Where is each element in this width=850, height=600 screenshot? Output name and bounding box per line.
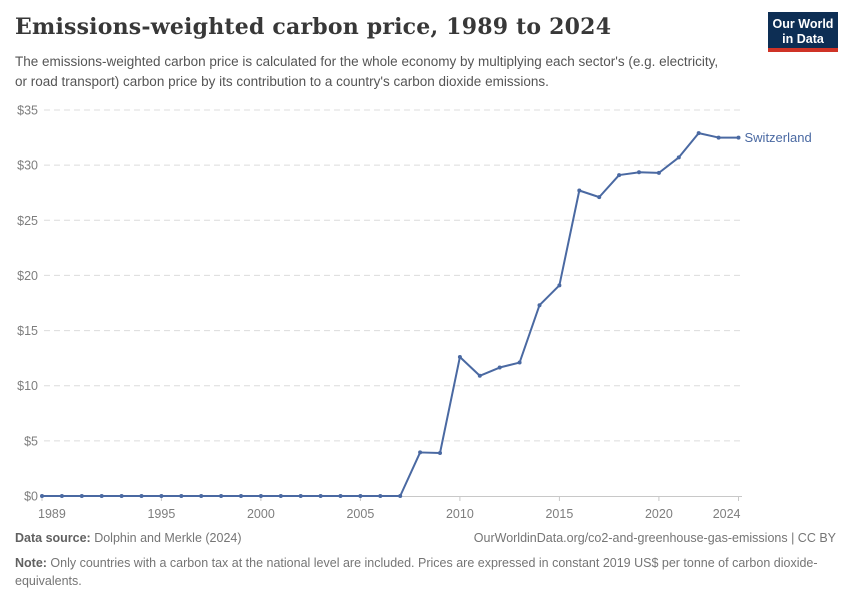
series-line-switzerland[interactable]: [41, 132, 740, 497]
data-point-switzerland-2016[interactable]: [577, 188, 582, 193]
data-point-switzerland-2022[interactable]: [696, 131, 701, 136]
data-point-switzerland-1992[interactable]: [99, 494, 104, 498]
data-point-switzerland-2011[interactable]: [477, 373, 482, 378]
data-point-switzerland-2003[interactable]: [318, 494, 323, 498]
x-axis-label-2010: 2010: [446, 507, 474, 521]
data-point-switzerland-2006[interactable]: [378, 494, 383, 498]
series-end-label-switzerland[interactable]: Switzerland: [745, 130, 812, 145]
y-axis-label-10: $10: [17, 379, 38, 393]
x-axis-label-1989: 1989: [38, 507, 66, 521]
chart-footer: Data source: Dolphin and Merkle (2024) O…: [15, 531, 836, 590]
data-point-switzerland-1996[interactable]: [179, 494, 184, 498]
y-axis-label-35: $35: [17, 104, 38, 118]
data-source-value: Dolphin and Merkle (2024): [90, 531, 242, 545]
data-point-switzerland-2005[interactable]: [358, 494, 363, 498]
data-point-switzerland-1993[interactable]: [119, 494, 124, 498]
data-point-switzerland-1995[interactable]: [159, 494, 164, 498]
owid-logo[interactable]: Our World in Data: [768, 12, 838, 52]
data-point-switzerland-2021[interactable]: [676, 155, 681, 160]
x-axis-label-2020: 2020: [645, 507, 673, 521]
data-source-text: Data source: Dolphin and Merkle (2024): [15, 531, 242, 545]
data-point-switzerland-2019[interactable]: [637, 170, 641, 175]
data-point-switzerland-2001[interactable]: [278, 494, 283, 498]
data-point-switzerland-2002[interactable]: [298, 494, 303, 498]
y-axis-label-15: $15: [17, 324, 38, 338]
chart-subtitle: The emissions-weighted carbon price is c…: [15, 54, 719, 89]
data-point-switzerland-2013[interactable]: [517, 360, 522, 365]
data-point-switzerland-2007[interactable]: [398, 494, 403, 498]
x-axis-label-2005: 2005: [346, 507, 374, 521]
x-axis-label-2000: 2000: [247, 507, 275, 521]
data-source-label: Data source:: [15, 531, 91, 545]
data-point-switzerland-2020[interactable]: [656, 170, 661, 175]
note-label: Note:: [15, 556, 47, 570]
data-point-switzerland-2018[interactable]: [617, 173, 622, 178]
y-axis-label-25: $25: [17, 214, 38, 228]
owid-logo-text-line2: in Data: [782, 32, 824, 46]
owid-logo-text-line1: Our World: [772, 17, 834, 32]
x-axis-label-1995: 1995: [147, 507, 175, 521]
y-axis-label-5: $5: [24, 434, 38, 448]
data-point-switzerland-2000[interactable]: [258, 494, 263, 498]
data-point-switzerland-2012[interactable]: [497, 365, 502, 370]
note-value: Only countries with a carbon tax at the …: [15, 556, 818, 589]
y-axis-label-30: $30: [17, 159, 38, 173]
data-point-switzerland-1990[interactable]: [59, 494, 64, 498]
note-row: Note: Only countries with a carbon tax a…: [15, 554, 820, 590]
data-point-switzerland-2008[interactable]: [418, 450, 423, 455]
data-point-switzerland-2023[interactable]: [716, 135, 721, 140]
data-point-switzerland-1998[interactable]: [219, 494, 224, 498]
x-axis-label-2015: 2015: [545, 507, 573, 521]
owid-logo-red-bar: [768, 48, 838, 52]
citation-link[interactable]: OurWorldinData.org/co2-and-greenhouse-ga…: [473, 531, 836, 545]
data-point-switzerland-2014[interactable]: [537, 303, 542, 308]
data-point-switzerland-1999[interactable]: [239, 494, 243, 498]
data-point-switzerland-2009[interactable]: [438, 450, 442, 455]
data-point-switzerland-2004[interactable]: [338, 494, 343, 498]
y-axis-label-0: $0: [24, 490, 38, 504]
x-axis-label-2024: 2024: [713, 507, 741, 521]
data-point-switzerland-1991[interactable]: [79, 494, 84, 498]
source-row: Data source: Dolphin and Merkle (2024) O…: [15, 531, 836, 545]
data-point-switzerland-2015[interactable]: [557, 283, 562, 288]
data-point-switzerland-1997[interactable]: [199, 494, 204, 498]
y-axis-label-20: $20: [17, 269, 38, 283]
data-point-switzerland-1989[interactable]: [40, 494, 44, 498]
data-point-switzerland-1994[interactable]: [139, 494, 144, 498]
data-point-switzerland-2017[interactable]: [597, 195, 602, 200]
chart-title: Emissions-weighted carbon price, 1989 to…: [15, 14, 612, 40]
data-point-switzerland-2024[interactable]: [736, 135, 741, 140]
data-point-switzerland-2010[interactable]: [457, 355, 462, 360]
